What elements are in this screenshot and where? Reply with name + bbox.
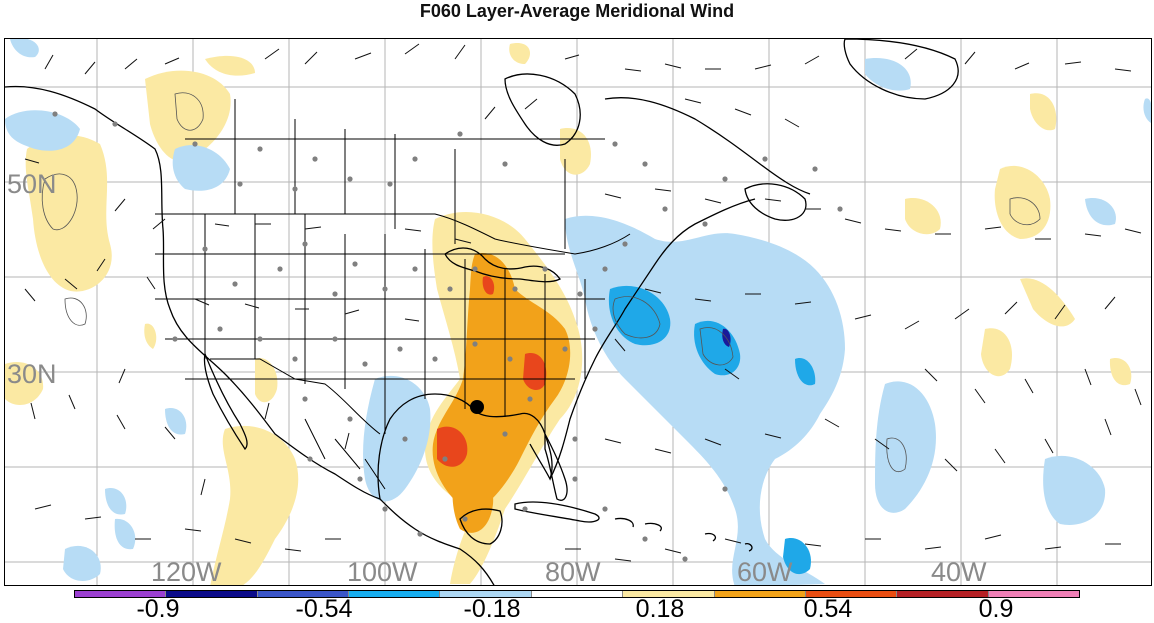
newfoundland: [744, 183, 807, 221]
lon-label-40w: 40W: [931, 557, 987, 586]
labrador: [604, 97, 811, 195]
positive-medium-shading: [432, 253, 571, 533]
meridional-wind-map: 50N 30N 120W 100W 80W 60W 40W: [4, 38, 1152, 586]
lon-label-80w: 80W: [545, 557, 601, 586]
colorbar-labels: -0.9 -0.54 -0.18 0.18 0.54 0.9: [0, 596, 1154, 622]
mexico-lines: [304, 418, 386, 490]
colorbar-segment-7: [713, 591, 805, 597]
map-canvas: [5, 39, 1151, 585]
colorbar: [74, 590, 1080, 598]
baja: [203, 351, 248, 451]
colorbar-label-neg-0-54: -0.54: [295, 595, 353, 623]
storm-center-marker: [470, 400, 484, 414]
colorbar-segment-1: [165, 591, 257, 597]
colorbar-label-neg-0-9: -0.9: [136, 595, 180, 623]
lon-label-120w: 120W: [151, 557, 222, 586]
canada-province-lines: [185, 99, 605, 249]
colorbar-segment-8: [804, 591, 897, 597]
yucatan: [459, 508, 503, 545]
colorbar-label-pos-0-18: 0.18: [635, 595, 685, 623]
colorbar-label-neg-0-18: -0.18: [463, 595, 521, 623]
greenland: [843, 39, 959, 100]
colorbar-segment-3: [348, 591, 440, 597]
lat-label-50n: 50N: [7, 169, 57, 199]
contour-lines: [41, 92, 1041, 473]
coastlines: [5, 39, 959, 585]
florida: [544, 433, 568, 501]
wind-barbs: [24, 43, 1142, 562]
colorbar-segment-6: [622, 591, 714, 597]
colorbar-segment-10: [987, 591, 1079, 597]
colorbar-label-pos-0-9: 0.9: [978, 595, 1014, 623]
colorbar-label-pos-0-54: 0.54: [803, 595, 853, 623]
hudson-bay: [504, 73, 581, 146]
political-boundaries: [155, 99, 631, 490]
map-title: F060 Layer-Average Meridional Wind: [419, 1, 735, 21]
colorbar-segment-2: [256, 591, 349, 597]
lon-label-100w: 100W: [347, 557, 418, 586]
us-canada-border: [155, 213, 631, 255]
cuba: [514, 501, 600, 523]
us-state-grid: [155, 214, 605, 434]
east-coast: [549, 198, 756, 480]
colorbar-segment-4: [439, 591, 531, 597]
observation-dots: [52, 111, 843, 562]
colorbar-segment-0: [75, 591, 166, 597]
lat-label-30n: 30N: [7, 359, 57, 389]
north-america-coast: [5, 85, 495, 585]
colorbar-segment-9: [896, 591, 988, 597]
colorbar-segment-5: [530, 591, 623, 597]
caribbean-islands: [614, 517, 753, 552]
lon-label-60w: 60W: [737, 557, 793, 586]
